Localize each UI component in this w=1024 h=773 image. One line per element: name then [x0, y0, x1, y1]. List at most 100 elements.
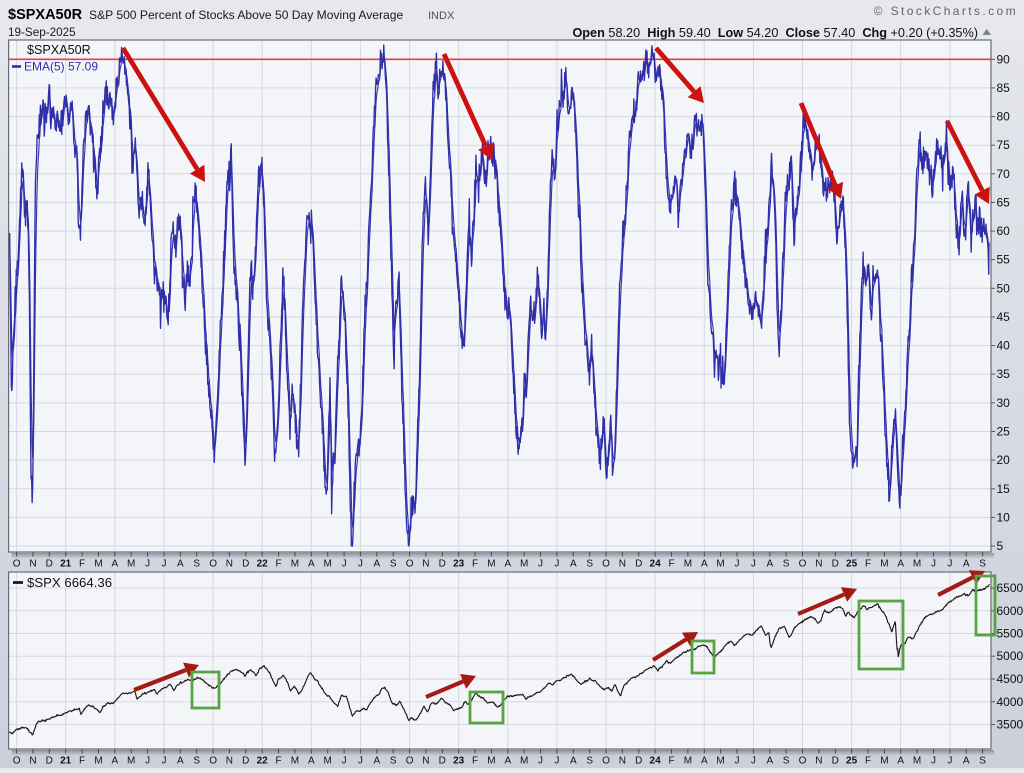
svg-text:D: D	[439, 559, 446, 570]
svg-text:D: D	[46, 559, 53, 570]
svg-text:M: M	[324, 756, 332, 767]
svg-text:N: N	[226, 559, 233, 570]
svg-text:D: D	[439, 756, 446, 767]
svg-text:J: J	[947, 756, 952, 767]
svg-text:M: M	[913, 559, 921, 570]
svg-text:21: 21	[60, 756, 72, 767]
svg-text:D: D	[242, 559, 249, 570]
svg-text:M: M	[520, 756, 528, 767]
svg-text:80: 80	[997, 110, 1011, 124]
svg-text:D: D	[832, 756, 839, 767]
svg-text:N: N	[422, 559, 429, 570]
svg-text:65: 65	[997, 195, 1011, 209]
svg-text:O: O	[406, 559, 414, 570]
svg-text:$SPXA50R: $SPXA50R	[27, 43, 91, 57]
svg-text:J: J	[554, 756, 559, 767]
svg-text:O: O	[406, 756, 414, 767]
svg-text:6000: 6000	[997, 604, 1024, 618]
svg-text:J: J	[162, 756, 167, 767]
svg-text:A: A	[701, 756, 708, 767]
svg-text:A: A	[701, 559, 708, 570]
svg-text:N: N	[619, 756, 626, 767]
svg-text:M: M	[291, 756, 299, 767]
svg-text:N: N	[815, 756, 822, 767]
svg-text:J: J	[947, 559, 952, 570]
svg-text:70: 70	[997, 167, 1011, 181]
svg-text:N: N	[29, 756, 36, 767]
svg-text:A: A	[963, 559, 970, 570]
svg-text:F: F	[79, 559, 85, 570]
svg-text:A: A	[766, 756, 773, 767]
svg-text:A: A	[570, 559, 577, 570]
svg-text:J: J	[538, 756, 543, 767]
svg-text:30: 30	[997, 396, 1011, 410]
svg-text:J: J	[735, 559, 740, 570]
svg-text:M: M	[94, 756, 102, 767]
svg-text:O: O	[602, 756, 610, 767]
svg-text:23: 23	[453, 756, 465, 767]
svg-text:F: F	[472, 756, 478, 767]
svg-text:M: M	[127, 756, 135, 767]
svg-text:22: 22	[257, 756, 269, 767]
svg-text:22: 22	[257, 559, 269, 570]
svg-text:S: S	[193, 756, 200, 767]
svg-text:O: O	[799, 756, 807, 767]
svg-text:85: 85	[997, 81, 1011, 95]
svg-text:A: A	[570, 756, 577, 767]
svg-text:D: D	[635, 559, 642, 570]
svg-text:A: A	[897, 559, 904, 570]
svg-text:M: M	[487, 559, 495, 570]
svg-text:A: A	[766, 559, 773, 570]
svg-text:35: 35	[997, 367, 1011, 381]
svg-text:M: M	[94, 559, 102, 570]
svg-text:© StockCharts.com: © StockCharts.com	[874, 4, 1018, 18]
svg-text:S: S	[783, 756, 790, 767]
svg-text:S: S	[390, 559, 397, 570]
svg-text:F: F	[276, 756, 282, 767]
svg-text:M: M	[716, 559, 724, 570]
svg-text:25: 25	[997, 425, 1011, 439]
svg-text:M: M	[291, 559, 299, 570]
svg-text:S: S	[979, 559, 986, 570]
svg-text:O: O	[13, 756, 21, 767]
svg-text:J: J	[931, 559, 936, 570]
svg-text:F: F	[472, 559, 478, 570]
svg-text:S: S	[586, 559, 593, 570]
svg-text:J: J	[342, 756, 347, 767]
svg-text:15: 15	[997, 482, 1011, 496]
svg-text:N: N	[29, 559, 36, 570]
svg-text:N: N	[619, 559, 626, 570]
svg-text:J: J	[145, 756, 150, 767]
svg-text:J: J	[751, 756, 756, 767]
svg-text:5000: 5000	[997, 649, 1024, 663]
svg-text:25: 25	[846, 756, 858, 767]
svg-text:J: J	[342, 559, 347, 570]
svg-text:J: J	[751, 559, 756, 570]
svg-text:J: J	[735, 756, 740, 767]
svg-text:50: 50	[997, 281, 1011, 295]
svg-text:5: 5	[997, 539, 1004, 553]
svg-text:N: N	[422, 756, 429, 767]
svg-text:J: J	[162, 559, 167, 570]
svg-text:S: S	[979, 756, 986, 767]
svg-text:M: M	[880, 756, 888, 767]
svg-text:O: O	[602, 559, 610, 570]
svg-text:F: F	[865, 559, 871, 570]
svg-text:A: A	[373, 756, 380, 767]
svg-text:6500: 6500	[997, 581, 1024, 595]
svg-text:S&P 500 Percent of Stocks Abov: S&P 500 Percent of Stocks Above 50 Day M…	[89, 8, 403, 22]
svg-text:75: 75	[997, 138, 1011, 152]
svg-text:S: S	[390, 756, 397, 767]
svg-text:M: M	[684, 559, 692, 570]
svg-text:20: 20	[997, 453, 1011, 467]
svg-text:D: D	[242, 756, 249, 767]
svg-text:24: 24	[650, 756, 662, 767]
svg-text:O: O	[13, 559, 21, 570]
svg-text:O: O	[209, 756, 217, 767]
svg-text:J: J	[554, 559, 559, 570]
svg-text:F: F	[276, 559, 282, 570]
svg-text:J: J	[538, 559, 543, 570]
svg-text:M: M	[913, 756, 921, 767]
svg-text:A: A	[504, 756, 511, 767]
svg-text:S: S	[586, 756, 593, 767]
